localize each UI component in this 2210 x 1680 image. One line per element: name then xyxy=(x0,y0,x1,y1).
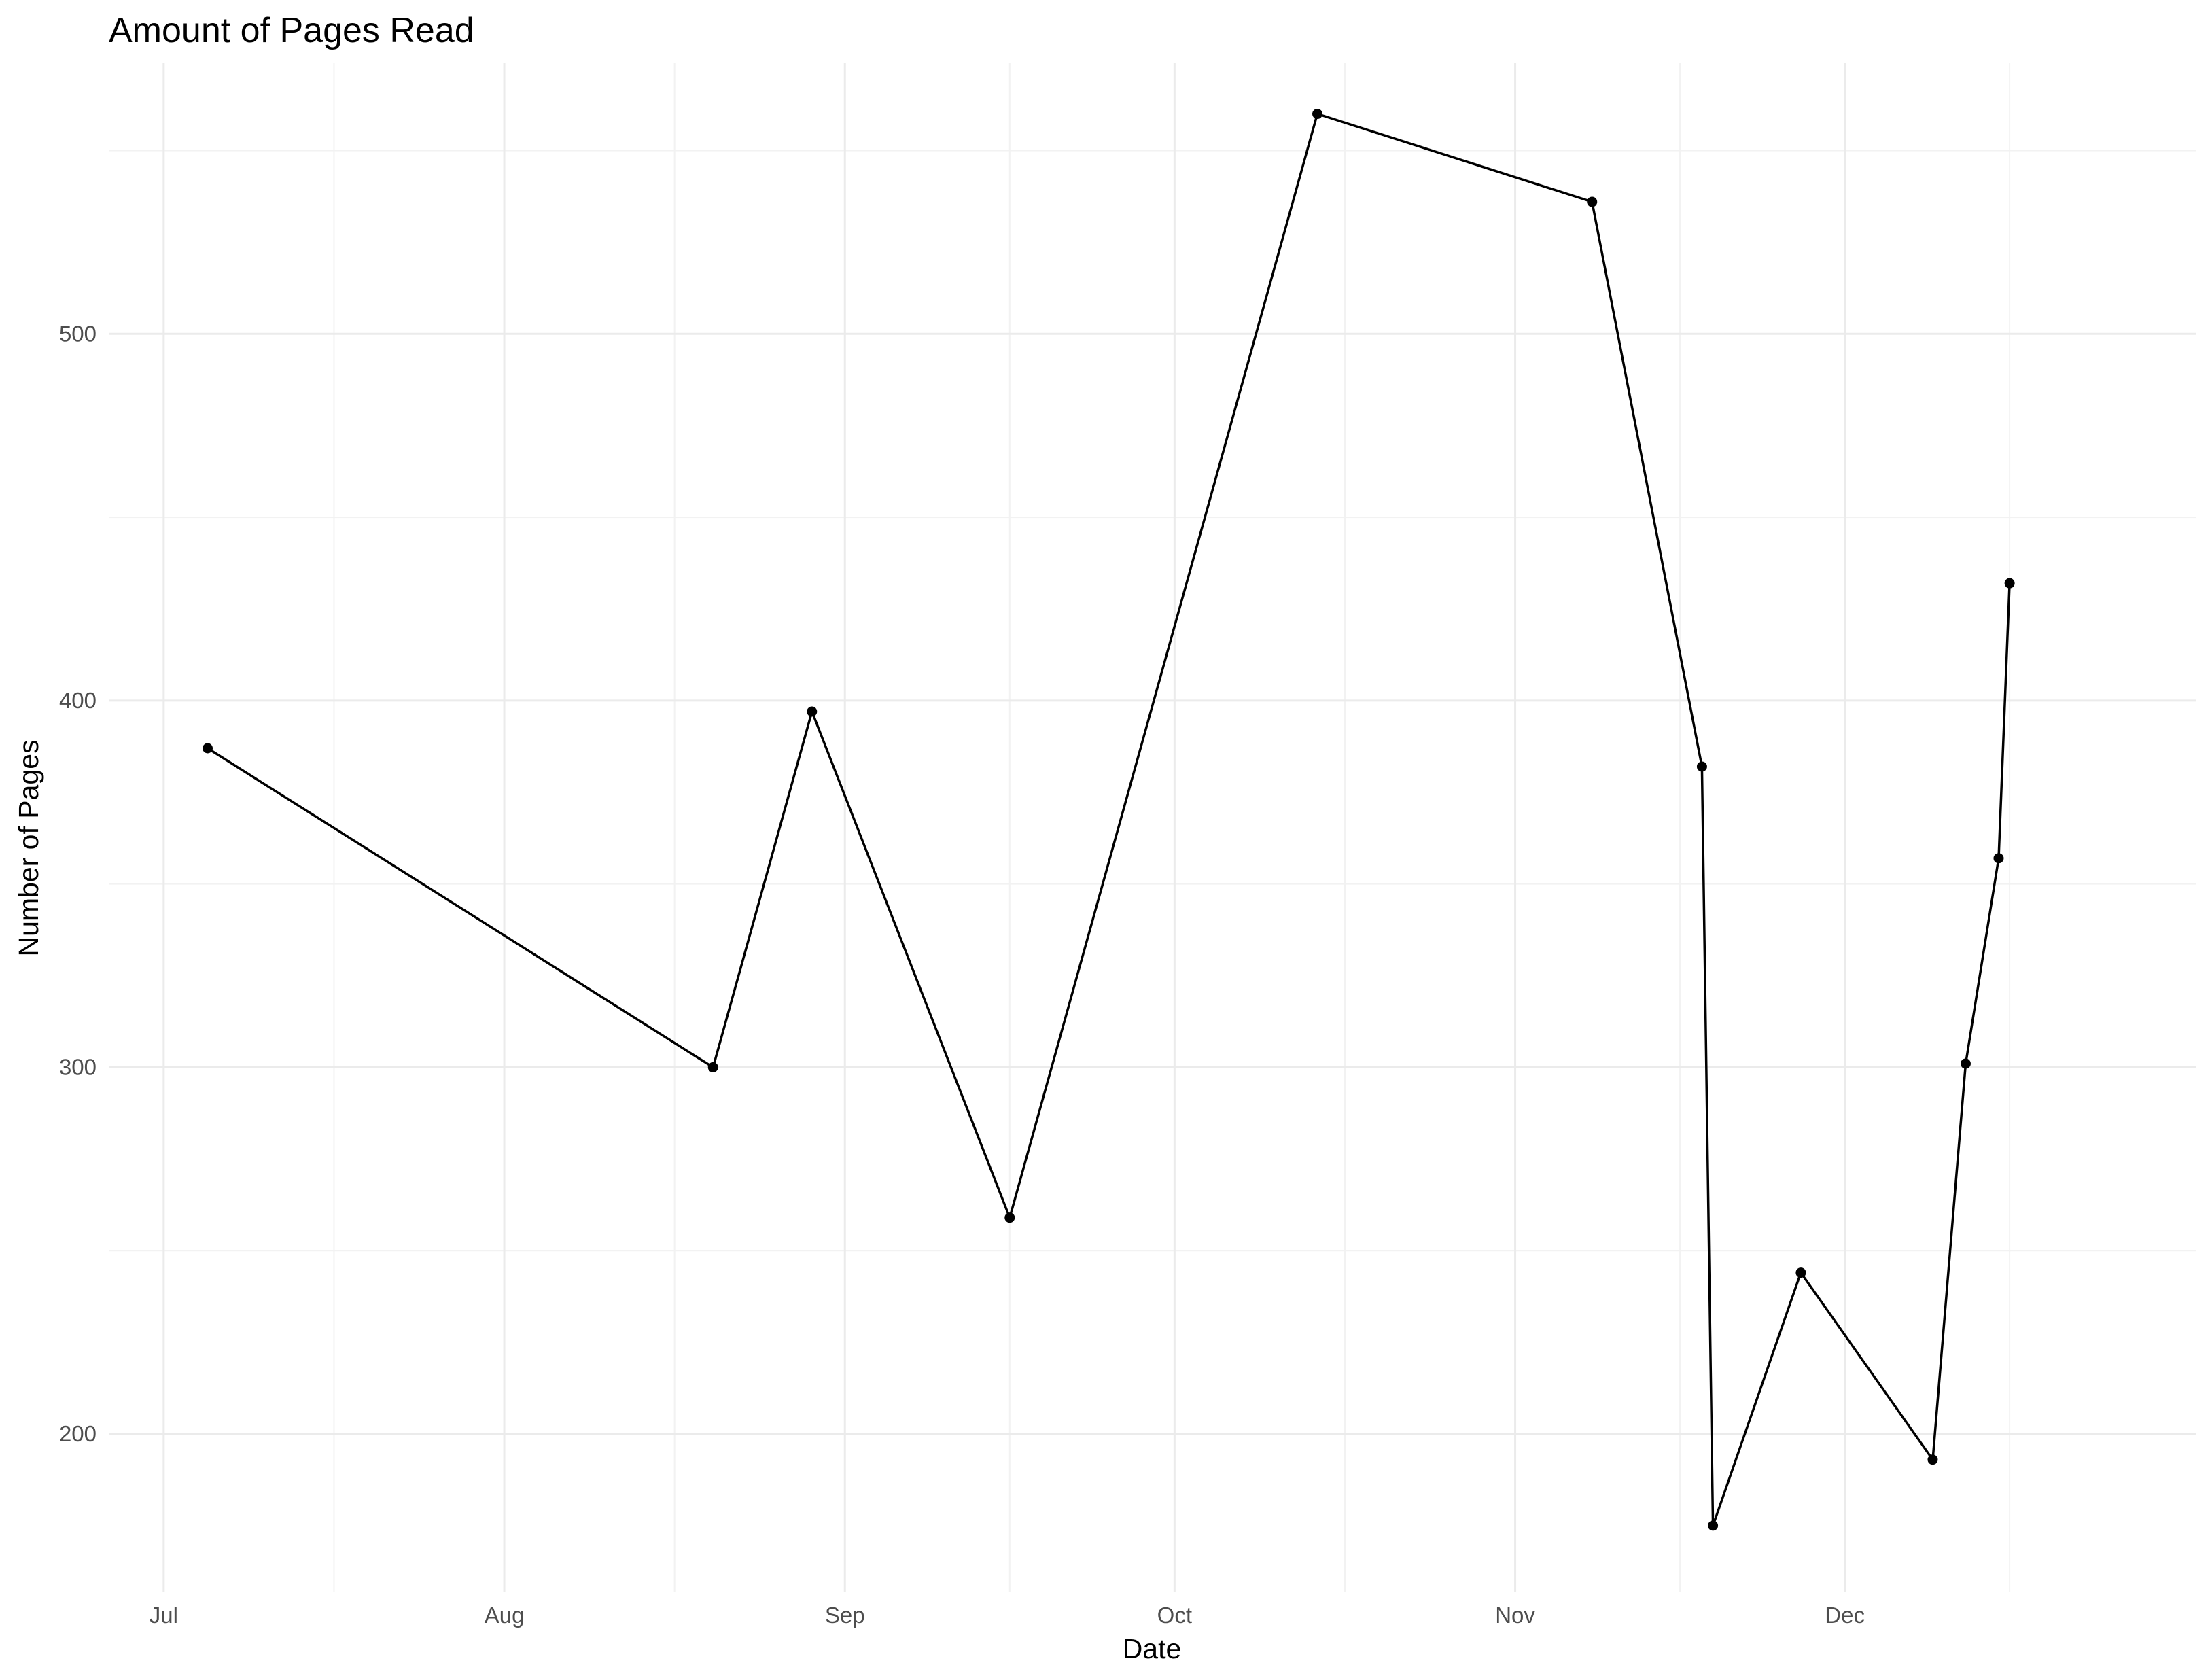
y-axis-ticks: 200 300 400 500 xyxy=(59,321,97,1446)
x-tick-label: Nov xyxy=(1495,1603,1535,1628)
x-tick-label: Dec xyxy=(1825,1603,1865,1628)
y-tick-label: 300 xyxy=(59,1054,97,1079)
data-point xyxy=(1587,196,1598,207)
data-point xyxy=(1795,1267,1806,1278)
y-tick-label: 500 xyxy=(59,321,97,346)
data-point xyxy=(1927,1454,1938,1465)
data-point xyxy=(807,706,818,717)
data-point xyxy=(1696,761,1707,772)
x-tick-label: Jul xyxy=(150,1603,178,1628)
x-axis-ticks: Jul Aug Sep Oct Nov Dec xyxy=(150,1603,1865,1628)
data-point xyxy=(1708,1520,1719,1531)
y-axis-title: Number of Pages xyxy=(13,739,44,956)
grid-lines xyxy=(109,63,2196,1592)
data-point xyxy=(1004,1212,1015,1223)
data-point xyxy=(1960,1058,1971,1069)
data-point xyxy=(203,743,213,754)
data-point xyxy=(2004,578,2015,589)
chart-title: Amount of Pages Read xyxy=(109,11,474,50)
data-point xyxy=(1312,109,1323,120)
x-tick-label: Oct xyxy=(1157,1603,1192,1628)
data-points xyxy=(203,109,2015,1531)
x-tick-label: Aug xyxy=(485,1603,525,1628)
y-tick-label: 200 xyxy=(59,1421,97,1446)
x-tick-label: Sep xyxy=(825,1603,865,1628)
y-tick-label: 400 xyxy=(59,688,97,713)
data-point xyxy=(707,1062,718,1072)
x-axis-title: Date xyxy=(1123,1633,1182,1664)
data-point xyxy=(1993,853,2004,864)
